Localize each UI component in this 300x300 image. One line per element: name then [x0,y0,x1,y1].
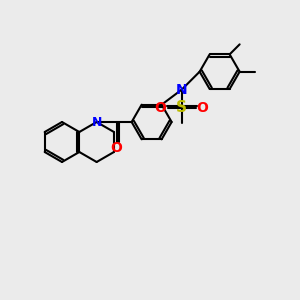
Text: O: O [111,141,123,155]
Text: N: N [176,83,188,97]
Text: S: S [176,100,187,115]
Text: N: N [92,116,102,128]
Text: O: O [155,101,167,115]
Text: O: O [197,101,208,115]
